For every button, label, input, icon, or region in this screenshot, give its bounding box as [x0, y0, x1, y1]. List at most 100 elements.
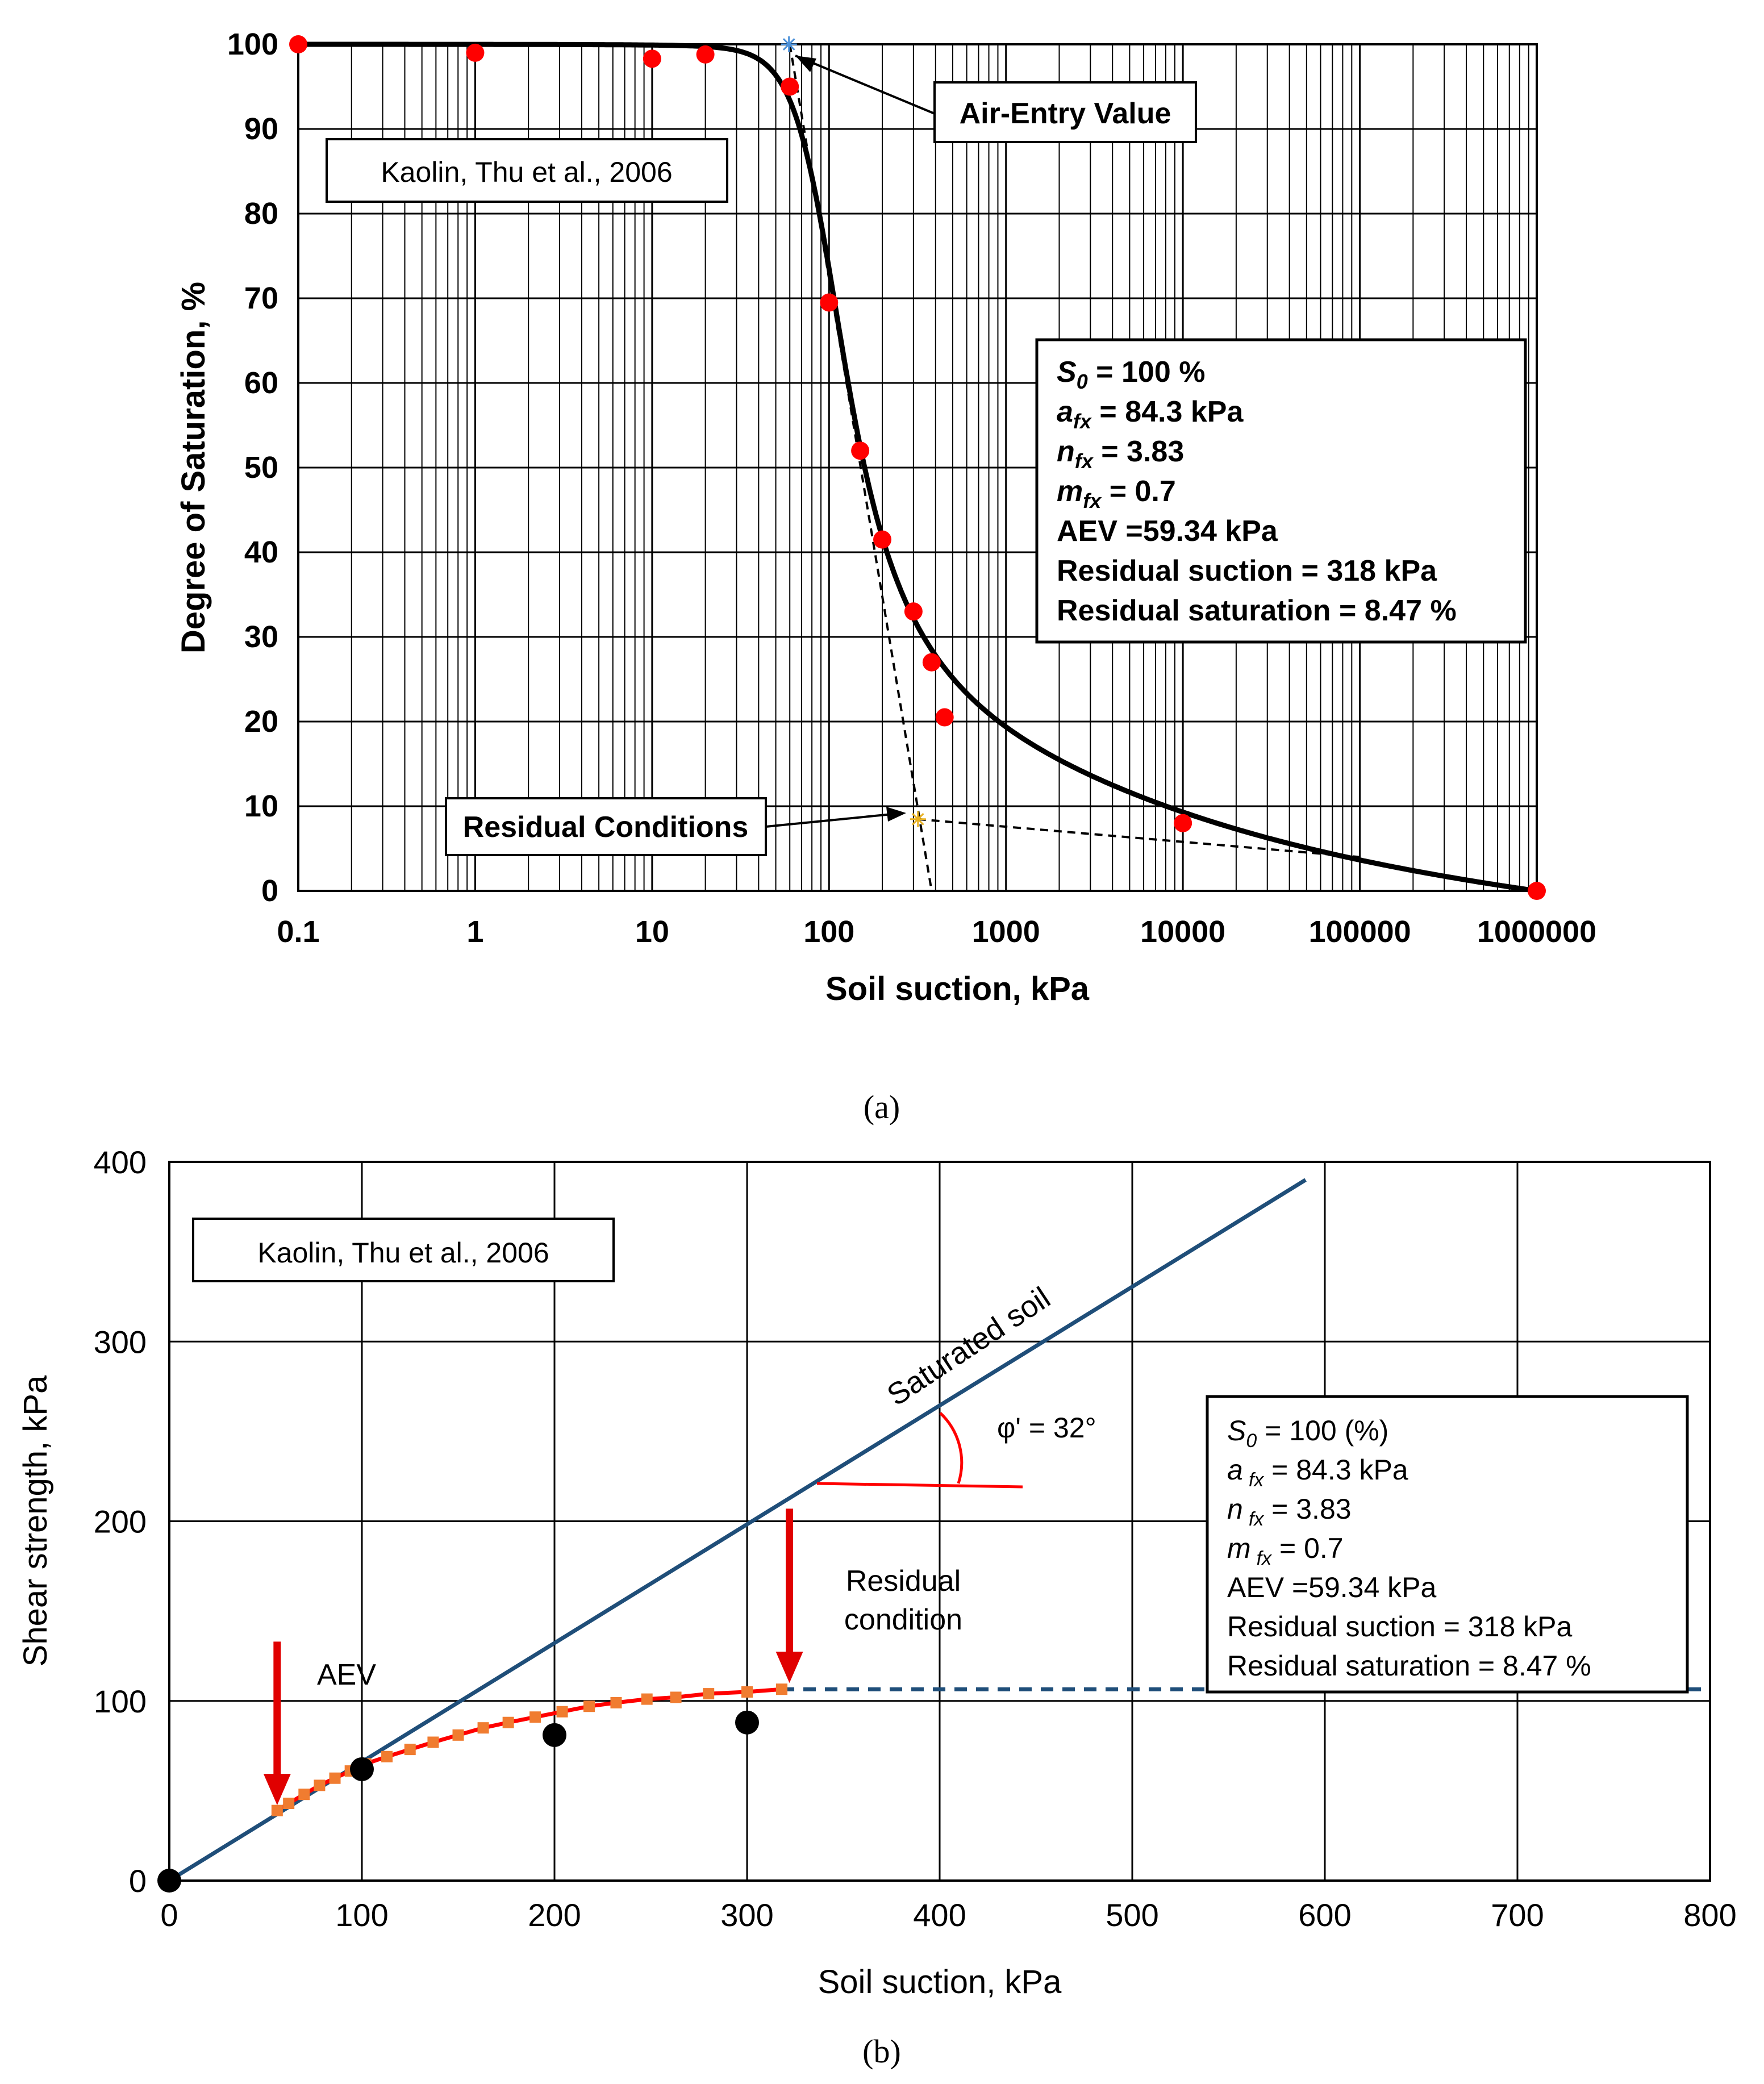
a-key-points [781, 36, 926, 827]
a-residual-arrowhead [886, 807, 906, 822]
a-data-point [935, 708, 954, 727]
a-x-tick-label: 1 [466, 915, 483, 949]
b-x-tick-label: 300 [720, 1897, 773, 1933]
a-y-tick-label: 100 [227, 27, 278, 61]
a-plot-frame [297, 43, 1538, 892]
a-residual-label: Residual Conditions [463, 811, 749, 844]
b-param-a: a fx = 84.3 kPa [1227, 1454, 1408, 1491]
b-predicted-marker [271, 1804, 283, 1816]
b-measured-points [157, 1710, 759, 1893]
b-y-tick-label: 400 [94, 1144, 147, 1180]
a-x-tick-label: 1000000 [1477, 915, 1596, 949]
b-residual-label-1: Residual [846, 1565, 961, 1598]
b-param-res-saturation: Residual saturation = 8.47 % [1227, 1650, 1591, 1682]
b-predicted-marker [314, 1779, 326, 1791]
b-x-tick-label: 400 [913, 1897, 966, 1933]
b-angle-label: φ' = 32° [997, 1412, 1096, 1444]
b-param-m: m fx = 0.7 [1227, 1532, 1344, 1569]
b-param-s0: S0 = 100 (%) [1227, 1415, 1388, 1452]
b-saturated-label: Saturated soil [881, 1281, 1056, 1412]
b-param-lines: S0 = 100 (%) a fx = 84.3 kPa n fx = 3.83 m… [1227, 1415, 1591, 1682]
a-y-axis-label: Degree of Saturation, % [175, 282, 212, 653]
b-param-box [1206, 1395, 1689, 1694]
a-y-tick-label: 10 [244, 789, 278, 823]
b-param-aev: AEV =59.34 kPa [1227, 1572, 1437, 1603]
a-data-point [904, 602, 923, 621]
a-param-m: mfx = 0.7 [1057, 475, 1176, 512]
b-y-tick-label: 300 [94, 1324, 147, 1360]
b-predicted-marker [477, 1722, 489, 1734]
b-residual-label-2: condition [844, 1603, 962, 1636]
a-residual-pointer [765, 812, 898, 828]
b-y-tick-label: 0 [129, 1863, 147, 1899]
b-param-n: n fx = 3.83 [1227, 1493, 1352, 1530]
b-predicted-marker [452, 1729, 464, 1741]
a-aev-pointer [795, 55, 935, 115]
b-x-tick-label: 600 [1298, 1897, 1351, 1933]
a-x-tick-label: 10000 [1140, 915, 1225, 949]
b-param-res-suction: Residual suction = 318 kPa [1227, 1611, 1573, 1643]
a-caption: (a) [864, 1089, 900, 1126]
b-y-tick-label: 200 [94, 1504, 147, 1540]
a-data-point [851, 441, 870, 460]
b-predicted-curve [276, 1687, 782, 1812]
a-param-a: afx = 84.3 kPa [1057, 395, 1244, 433]
a-y-tick-label: 40 [244, 535, 278, 569]
b-y-axis-label: Shear strength, kPa [17, 1375, 54, 1666]
b-source-box [192, 1218, 615, 1282]
a-x-tick-label: 1000 [972, 915, 1040, 949]
a-aev-label: Air-Entry Value [960, 97, 1171, 130]
b-tick-labels: 0 100 200 300 400 500 600 700 800 0 100 200 300 400 [94, 1144, 1737, 1933]
a-aev-marker [781, 36, 797, 52]
a-param-s0: S0 = 100 % [1057, 356, 1205, 393]
b-predicted-marker [381, 1750, 393, 1762]
a-data-point [873, 530, 892, 549]
a-data-point [1174, 814, 1192, 832]
a-data-point [922, 653, 941, 672]
b-angle-baseline [816, 1482, 1023, 1489]
b-predicted-marker [329, 1772, 341, 1784]
b-predicted-marker [427, 1736, 439, 1748]
a-y-tick-label: 30 [244, 620, 278, 654]
b-residual-arrow [775, 1508, 803, 1683]
b-x-tick-label: 200 [528, 1897, 581, 1933]
b-predicted-marker [670, 1691, 682, 1703]
b-predicted-marker [298, 1789, 310, 1800]
b-predicted-marker [641, 1693, 653, 1705]
b-measured-point [350, 1757, 374, 1781]
b-x-tick-label: 800 [1683, 1897, 1736, 1933]
b-predicted-marker [556, 1706, 568, 1718]
b-predicted-marker [502, 1716, 514, 1728]
a-y-tick-label: 60 [244, 366, 278, 400]
a-data-point [781, 77, 799, 96]
a-y-tick-label: 0 [261, 874, 278, 908]
b-predicted-marker [703, 1688, 715, 1700]
b-plot-frame [168, 1161, 1711, 1882]
a-source-label: Kaolin, Thu et al., 2006 [381, 156, 672, 188]
a-data-point [696, 45, 715, 64]
a-y-tick-label: 80 [244, 197, 278, 231]
b-arrows [263, 1508, 803, 1806]
a-residual-marker [910, 811, 926, 827]
b-aev-arrow [263, 1641, 291, 1806]
a-y-tick-label: 70 [244, 281, 278, 315]
a-param-aev: AEV =59.34 kPa [1057, 515, 1278, 548]
b-x-tick-label: 700 [1491, 1897, 1544, 1933]
b-x-tick-label: 100 [335, 1897, 388, 1933]
b-x-tick-label: 500 [1106, 1897, 1158, 1933]
b-y-tick-label: 100 [94, 1683, 147, 1719]
b-aev-label: AEV [317, 1658, 376, 1691]
a-x-tick-label: 100 [803, 915, 854, 949]
a-x-tick-label: 100000 [1308, 915, 1411, 949]
a-param-box [1035, 338, 1527, 644]
b-measured-point [157, 1869, 181, 1893]
a-residual-line [918, 818, 1360, 858]
a-data-point [643, 49, 661, 68]
b-predicted-marker [283, 1798, 295, 1810]
b-predicted-marker [610, 1697, 622, 1708]
a-y-tick-label: 90 [244, 112, 278, 146]
a-x-axis-label: Soil suction, kPa [825, 970, 1090, 1007]
a-source-box [326, 138, 728, 203]
a-aev-box [933, 81, 1197, 143]
b-predicted-marker [404, 1744, 416, 1756]
